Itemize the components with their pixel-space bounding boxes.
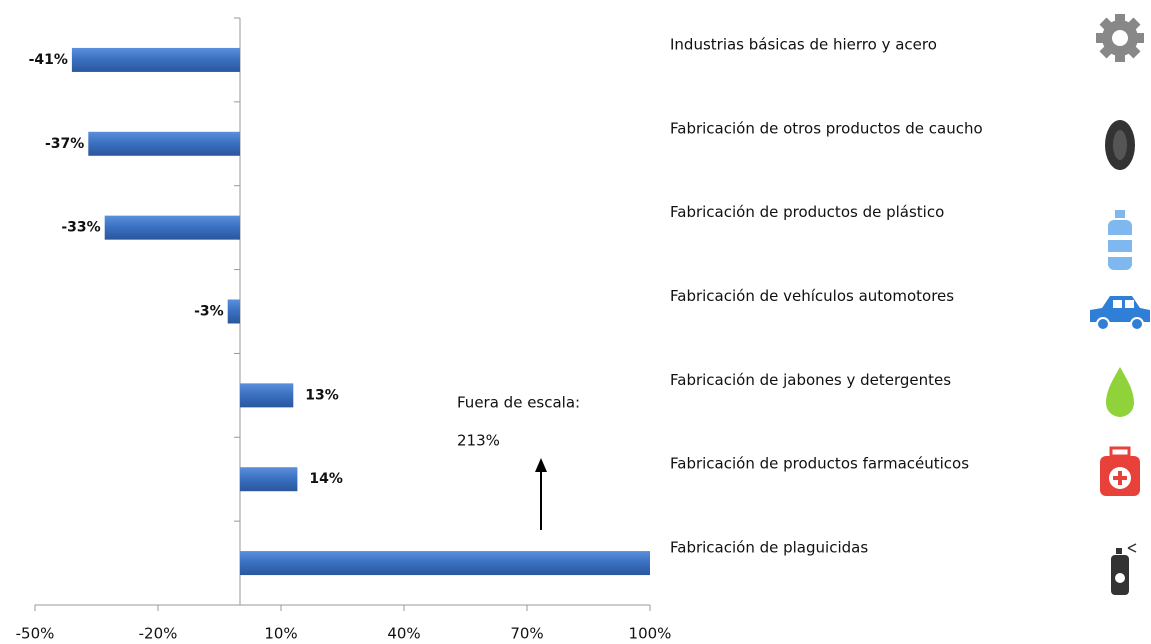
value-label: -33%	[61, 220, 100, 236]
tire-icon	[1105, 120, 1135, 170]
gear-icon	[1096, 14, 1144, 62]
category-label: Fabricación de otros productos de caucho	[670, 119, 983, 137]
annotation: 213%	[457, 432, 500, 450]
bottle-icon	[1108, 210, 1132, 270]
value-label: -41%	[29, 52, 68, 68]
bar	[240, 383, 294, 408]
spray-icon	[1111, 543, 1137, 595]
bar	[240, 551, 650, 576]
bars	[71, 47, 650, 576]
value-label: -37%	[45, 136, 84, 152]
x-tick-label: 10%	[264, 625, 297, 643]
value-label: 13%	[305, 387, 339, 403]
category-label: Fabricación de productos de plástico	[670, 203, 944, 221]
bar	[227, 299, 240, 324]
x-tick-label: 40%	[387, 625, 420, 643]
x-tick-label: -50%	[16, 625, 55, 643]
drop-icon	[1106, 367, 1134, 417]
bar	[88, 131, 240, 156]
category-label: Fabricación de productos farmacéuticos	[670, 455, 969, 473]
arrow-head	[535, 458, 547, 472]
first-aid-icon	[1100, 446, 1140, 496]
bar	[104, 215, 240, 240]
icons	[1090, 14, 1150, 595]
x-tick-label: 100%	[629, 625, 672, 643]
bar	[71, 47, 241, 72]
value-label: 14%	[309, 471, 343, 487]
x-tick-label: -20%	[139, 625, 178, 643]
category-label: Fabricación de plaguicidas	[670, 539, 868, 557]
value-label: -3%	[194, 304, 224, 320]
category-label: Fabricación de vehículos automotores	[670, 287, 954, 305]
car-icon	[1090, 296, 1150, 331]
x-tick-label: 70%	[510, 625, 543, 643]
annotation: Fuera de escala:	[457, 394, 580, 412]
bar	[240, 467, 298, 492]
category-label: Industrias básicas de hierro y acero	[670, 35, 937, 53]
category-label: Fabricación de jabones y detergentes	[670, 371, 951, 389]
